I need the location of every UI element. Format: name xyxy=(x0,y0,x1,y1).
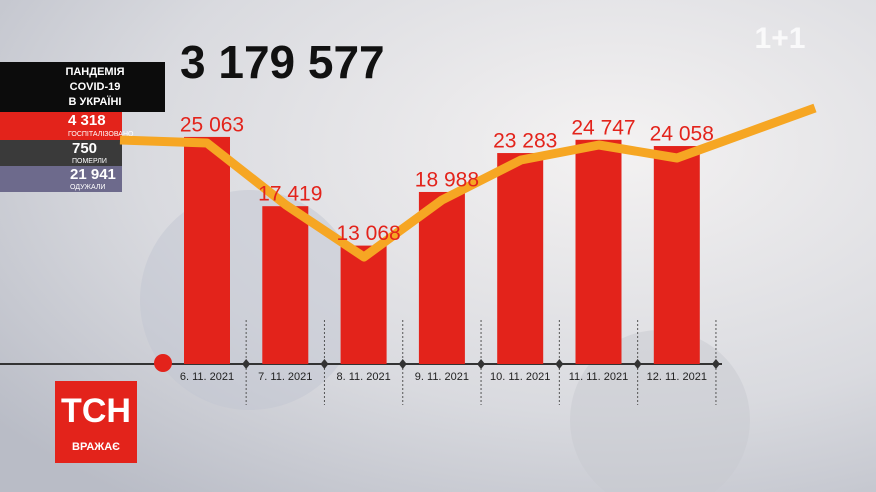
bar xyxy=(418,191,465,364)
diamond xyxy=(555,359,564,369)
headline: 3 179 577 xyxy=(180,36,385,88)
date-label: 11. 11. 2021 xyxy=(569,371,629,383)
value-label: 23 283 xyxy=(493,130,557,153)
diamond xyxy=(633,359,642,369)
value-label: 17 419 xyxy=(258,183,322,206)
date-label: 6. 11. 2021 xyxy=(180,371,234,383)
value-label: 24 058 xyxy=(650,123,714,146)
bar xyxy=(184,136,230,364)
virus-image xyxy=(140,190,360,410)
bar xyxy=(653,146,700,364)
panel-heading-box xyxy=(0,62,165,112)
virus-icon xyxy=(154,354,172,372)
diamond xyxy=(711,359,720,369)
stat-box xyxy=(0,140,122,166)
virus-image xyxy=(570,330,750,492)
stat-label: ОДУЖАЛИ xyxy=(70,184,105,191)
date-label: 10. 11. 2021 xyxy=(490,371,550,383)
date-label: 8. 11. 2021 xyxy=(336,371,390,383)
stat-box xyxy=(0,166,122,192)
value-label: 13 068 xyxy=(336,222,400,245)
stat-box xyxy=(0,112,122,140)
diamond xyxy=(477,359,486,369)
stat-label: ПОМЕРЛИ xyxy=(72,158,107,165)
date-label: 7. 11. 2021 xyxy=(258,371,312,383)
bar xyxy=(575,139,622,364)
panel-heading: ПАНДЕМІЯ xyxy=(65,66,124,78)
value-label: 18 988 xyxy=(415,169,479,192)
panel-heading: COVID-19 xyxy=(70,81,121,93)
tsn-logo xyxy=(55,381,137,463)
value-label: 25 063 xyxy=(180,113,244,136)
value-label: 24 747 xyxy=(571,116,635,139)
trend-line xyxy=(119,103,817,262)
bar xyxy=(340,245,387,364)
bar xyxy=(262,206,309,364)
stat-value: 21 941 xyxy=(70,166,116,183)
channel-logo: 1+1 xyxy=(755,22,806,55)
diamond xyxy=(320,359,329,369)
stat-value: 4 318 xyxy=(68,112,106,129)
date-label: 9. 11. 2021 xyxy=(415,371,469,383)
diamond xyxy=(398,359,407,369)
bar xyxy=(497,153,544,364)
chart: 6. 11. 2021 7. 11. 2021 8. 11. 2021 9. 11. … xyxy=(0,103,817,405)
diamond xyxy=(242,359,251,369)
panel-heading: В УКРАЇНІ xyxy=(69,95,122,108)
tsn-logo-tagline: ВРАЖАЄ xyxy=(72,441,120,453)
tsn-logo-name: ТСН xyxy=(61,392,131,430)
stat-value: 750 xyxy=(72,140,97,157)
date-label: 12. 11. 2021 xyxy=(647,371,707,383)
stat-label: ГОСПІТАЛІЗОВАНО xyxy=(68,131,134,138)
